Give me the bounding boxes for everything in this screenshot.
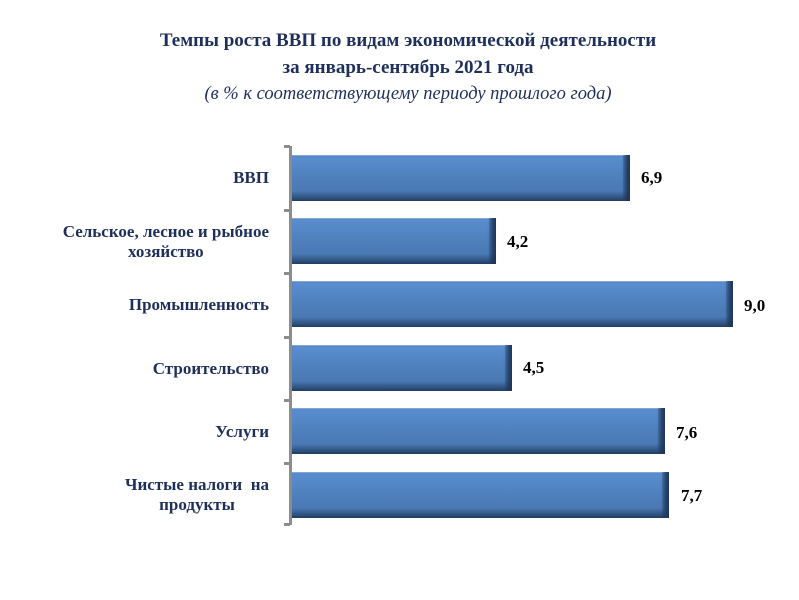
category-label-net-taxes: Чистые налоги на продукты [124, 475, 269, 514]
category-label-agriculture: Сельское, лесное и рыбное хозяйство [62, 222, 269, 261]
axis-tick [284, 523, 290, 526]
axis-tick [284, 399, 290, 402]
axis-tick [284, 272, 290, 275]
chart-subtitle: (в % к соответствующему периоду прошлого… [204, 84, 612, 104]
value-label-gdp: 6,9 [641, 168, 663, 187]
category-label-construction: Строительство [152, 359, 269, 378]
value-label-industry: 9,0 [744, 296, 766, 315]
axis-tick [284, 336, 290, 339]
bar-agriculture [292, 218, 496, 264]
category-label-services: Услуги [215, 422, 269, 441]
bar-industry [292, 281, 733, 327]
value-label-net-taxes: 7,7 [681, 486, 703, 505]
bar-services [292, 408, 665, 454]
value-label-construction: 4,5 [523, 358, 545, 377]
axis-tick [284, 209, 290, 212]
category-label-industry: Промышленность [128, 295, 269, 314]
category-axis [289, 146, 292, 525]
chart-title-line1: Темпы роста ВВП по видам экономической д… [159, 30, 657, 51]
axis-tick [284, 145, 290, 148]
bar-net-taxes [292, 472, 669, 518]
category-label-gdp: ВВП [233, 168, 269, 187]
axis-tick [284, 462, 290, 465]
chart-title-line2: за январь-сентябрь 2021 года [282, 57, 534, 78]
bar-construction [292, 345, 512, 391]
value-label-services: 7,6 [676, 423, 698, 442]
bar-gdp [292, 155, 630, 201]
value-label-agriculture: 4,2 [507, 232, 529, 251]
